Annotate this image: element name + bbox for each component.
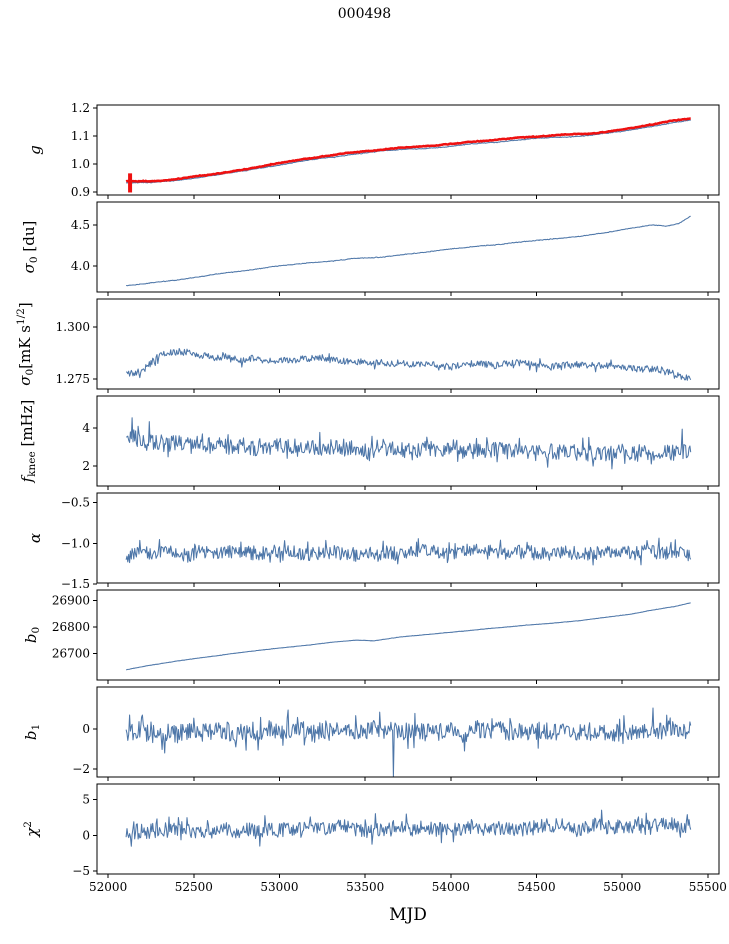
series-b1 xyxy=(125,707,692,777)
panel-plot-area xyxy=(125,347,692,381)
x-tick-label: 53000 xyxy=(260,880,298,894)
figure-title: 000498 xyxy=(337,6,392,22)
y-tick-label: 26700 xyxy=(52,647,90,661)
series-g-smoothed xyxy=(125,117,692,183)
panel-sigma0-du: 4.0 4.5 σ0 [du] xyxy=(20,201,720,296)
axes-frame xyxy=(96,492,720,584)
axes-frame xyxy=(96,298,720,390)
y-tick-label: 4 xyxy=(82,421,90,435)
panel-alpha: −1.5 −1.0 −0.5 α xyxy=(26,492,720,591)
y-axis-title: α xyxy=(26,533,44,543)
x-tick-label: 53500 xyxy=(346,880,384,894)
panel-sigma0-mks: 1.275 1.300 σ0[mK s1/2] xyxy=(15,298,720,393)
x-tick-label: 52500 xyxy=(175,880,213,894)
y-tick-label: 1.1 xyxy=(71,129,90,143)
y-tick-label: −1.5 xyxy=(61,577,90,591)
panel-b0: 26700 26800 26900 b0 xyxy=(22,589,720,684)
y-tick-label: 0 xyxy=(82,722,90,736)
axes-frame xyxy=(96,201,720,293)
y-tick-label: 1.300 xyxy=(56,320,90,334)
panel-plot-area xyxy=(126,417,692,470)
y-axis-title: b1 xyxy=(22,724,42,740)
y-tick-label: 0 xyxy=(82,828,90,842)
y-tick-label: 26800 xyxy=(52,620,90,634)
axes-frame xyxy=(96,686,720,778)
panel-f-knee: 2 4 fknee [mHz] xyxy=(18,395,720,490)
series-chi2 xyxy=(125,809,692,847)
y-axis-title: σ0 [du] xyxy=(20,221,40,274)
y-tick-label: 5 xyxy=(82,793,90,807)
axes-frame xyxy=(96,104,720,196)
y-axis-title: g xyxy=(26,145,44,155)
y-tick-label: 1.2 xyxy=(71,101,90,115)
panel-plot-area xyxy=(125,602,691,671)
x-tick-label: 55000 xyxy=(603,880,641,894)
y-tick-label: −2 xyxy=(72,762,90,776)
panel-plot-area xyxy=(125,117,692,193)
series-b0 xyxy=(125,602,691,671)
x-tick-label: 55500 xyxy=(689,880,727,894)
panel-plot-area xyxy=(125,537,692,566)
y-axis-title: σ0[mK s1/2] xyxy=(15,302,36,385)
panel-chi2: 52000 52500 53000 53500 54000 54500 55000 55500… xyxy=(22,783,727,894)
axes-frame xyxy=(96,783,720,875)
y-tick-label: 0.9 xyxy=(71,185,90,199)
y-tick-label: −1.0 xyxy=(61,536,90,550)
y-tick-label: 4.5 xyxy=(71,218,90,232)
series-sigma0-mks xyxy=(125,347,692,381)
x-tick-label: 52000 xyxy=(89,880,127,894)
y-axis-title: χ2 xyxy=(22,821,41,838)
series-sigma0-du xyxy=(126,215,691,287)
y-tick-label: 26900 xyxy=(52,594,90,608)
y-tick-label: −0.5 xyxy=(61,496,90,510)
y-tick-label: 4.0 xyxy=(71,259,90,273)
y-axis-title: b0 xyxy=(22,627,42,643)
panel-plot-area xyxy=(125,809,692,847)
y-axis-title: fknee [mHz] xyxy=(18,400,38,484)
panel-plot-area xyxy=(126,215,691,287)
axes-frame xyxy=(96,395,720,487)
series-f-knee xyxy=(126,417,692,470)
panel-g: 0.9 1.0 1.1 1.2 g xyxy=(26,101,720,199)
y-tick-label: 1.0 xyxy=(71,157,90,171)
y-tick-label: −5 xyxy=(72,864,90,878)
y-tick-label: 2 xyxy=(82,459,90,473)
panel-plot-area xyxy=(125,707,692,777)
x-tick-label: 54000 xyxy=(432,880,470,894)
series-alpha xyxy=(125,537,692,566)
y-tick-label: 1.275 xyxy=(56,372,90,386)
x-tick-label: 54500 xyxy=(517,880,555,894)
axes-frame xyxy=(96,589,720,681)
panel-b1: −2 0 b1 xyxy=(22,686,720,781)
x-axis-label: MJD xyxy=(389,905,427,925)
